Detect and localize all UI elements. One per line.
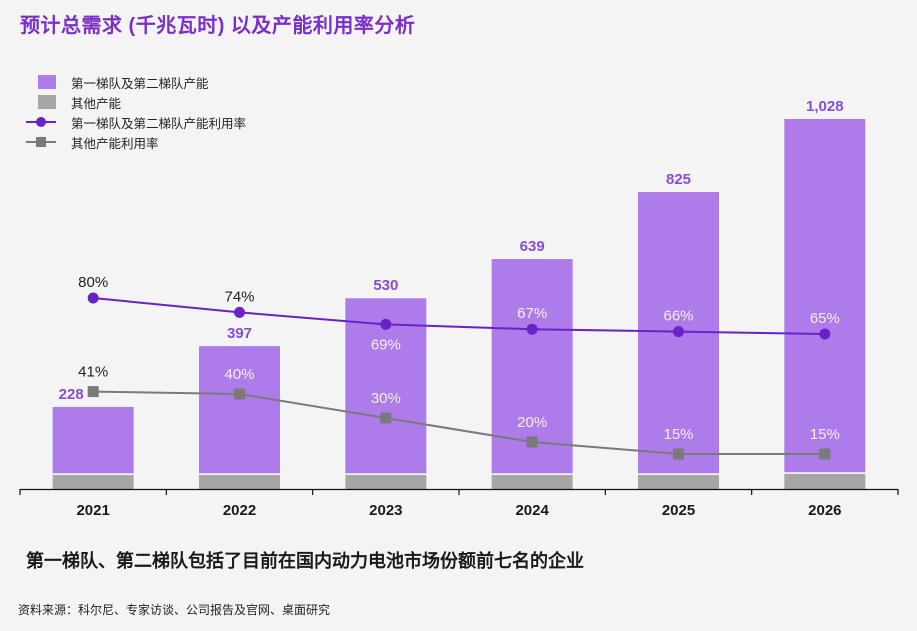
legend-item-other-utilization: 其他产能利用率	[26, 132, 246, 152]
bar-other-capacity	[345, 474, 427, 489]
bar-other-capacity	[199, 474, 280, 489]
x-tick-label: 2023	[369, 502, 402, 519]
line-tier-utilization	[93, 297, 825, 335]
bar-total-label: 397	[227, 325, 252, 342]
label-tier-utilization: 74%	[224, 288, 254, 305]
label-tier-utilization: 80%	[78, 274, 108, 291]
bar-total-label: 530	[373, 277, 398, 294]
legend-item-other-capacity: 其他产能	[26, 92, 246, 112]
legend-item-tier-utilization: 第一梯队及第二梯队产能利用率	[26, 112, 246, 132]
legend: 第一梯队及第二梯队产能 其他产能 第一梯队及第二梯队产能利用率 其他产能利用率	[26, 72, 246, 152]
label-other-utilization: 30%	[371, 390, 401, 407]
label-other-utilization: 15%	[810, 426, 840, 443]
marker-other-utilization	[380, 412, 392, 424]
x-tick-label: 2025	[662, 502, 695, 519]
legend-label: 其他产能利用率	[71, 136, 159, 151]
legend-item-tier-capacity: 第一梯队及第二梯队产能	[26, 72, 246, 92]
marker-other-utilization	[673, 448, 684, 460]
chart-title: 预计总需求 (千兆瓦时) 以及产能利用率分析	[20, 15, 416, 37]
marker-other-utilization	[819, 448, 831, 460]
x-tick-label: 2024	[515, 502, 549, 519]
label-tier-utilization: 67%	[517, 305, 547, 322]
legend-label: 其他产能	[71, 96, 122, 111]
label-other-utilization: 41%	[78, 364, 108, 381]
marker-tier-utilization	[526, 323, 538, 335]
legend-line-other-utilization	[26, 135, 56, 149]
bar-other-capacity	[784, 473, 866, 489]
chart-note: 第一梯队、第二梯队包括了目前在国内动力电池市场份额前七名的企业	[26, 551, 584, 571]
marker-tier-utilization	[234, 306, 245, 318]
bar-total-label: 639	[520, 238, 545, 255]
label-tier-utilization: 69%	[371, 336, 401, 353]
bar-other-capacity	[491, 474, 573, 489]
marker-tier-utilization	[380, 318, 392, 330]
bar-tier-capacity	[199, 346, 280, 474]
bar-total-label: 228	[59, 386, 84, 403]
source-note: 资料来源：科尔尼、专家访谈、公司报告及官网、桌面研究	[18, 603, 331, 617]
marker-other-utilization	[526, 436, 538, 448]
marker-other-utilization	[87, 386, 99, 398]
label-other-utilization: 20%	[517, 414, 547, 431]
bar-tier-capacity	[52, 406, 134, 474]
legend-line-tier-utilization	[26, 115, 56, 129]
x-tick-label: 2026	[808, 502, 841, 519]
legend-swatch-tier-capacity	[38, 75, 56, 89]
line-other-utilization	[93, 390, 825, 455]
x-tick-label: 2021	[76, 502, 109, 519]
marker-tier-utilization	[87, 292, 99, 304]
marker-tier-utilization	[673, 326, 684, 338]
legend-label: 第一梯队及第二梯队产能	[71, 76, 209, 91]
legend-label: 第一梯队及第二梯队产能利用率	[71, 116, 247, 131]
x-tick-label: 2022	[223, 502, 256, 519]
marker-tier-utilization	[819, 328, 831, 340]
label-other-utilization: 15%	[663, 426, 693, 443]
bar-total-label: 825	[666, 171, 691, 188]
legend-swatch-other-capacity	[38, 95, 56, 109]
marker-other-utilization	[234, 388, 245, 400]
bar-other-capacity	[52, 474, 134, 489]
label-tier-utilization: 66%	[663, 308, 693, 325]
bar-other-capacity	[638, 474, 719, 489]
bar-total-label: 1,028	[806, 98, 844, 115]
bar-tier-capacity	[784, 119, 866, 473]
label-tier-utilization: 65%	[810, 310, 840, 327]
label-other-utilization: 40%	[224, 366, 254, 383]
